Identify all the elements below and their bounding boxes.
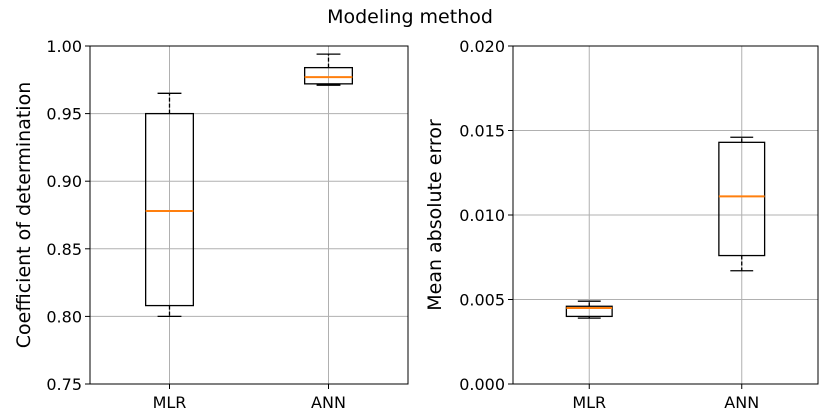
y-tick-label: 0.95	[46, 105, 82, 124]
x-tick-label: MLR	[572, 393, 606, 412]
box-iqr	[303, 66, 353, 85]
y-tick-label: 0.85	[46, 240, 82, 259]
y-axis-label: Mean absolute error	[424, 119, 446, 311]
x-tick-label: ANN	[311, 393, 346, 412]
axes-frame	[89, 45, 409, 385]
y-tick-label: 0.015	[459, 122, 505, 141]
figure-title: Modeling method	[327, 6, 493, 28]
y-tick-label: 0.80	[46, 307, 82, 326]
y-axis-label: Coefficient of determination	[13, 82, 35, 348]
y-tick-label: 0.010	[459, 206, 505, 225]
x-tick-label: MLR	[153, 393, 187, 412]
y-tick-label: 0.75	[46, 375, 82, 394]
box-mlr	[565, 300, 613, 319]
box-iqr	[718, 141, 766, 257]
box-iqr	[565, 305, 613, 318]
box-iqr	[144, 112, 194, 307]
box-ann	[718, 136, 766, 272]
box-mlr	[144, 92, 194, 318]
x-tick-label: ANN	[724, 393, 759, 412]
chart-panel-1: 0.75 0.80 0.85 0.90 0.95 1.00 MLR ANN Coefficien…	[13, 37, 409, 412]
y-tick-label: 1.00	[46, 37, 82, 56]
y-tick-label: 0.000	[459, 375, 505, 394]
chart-panel-2: 0.000 0.005 0.010 0.015 0.020 MLR ANN Mean abso…	[424, 37, 819, 412]
y-tick-label: 0.90	[46, 172, 82, 191]
y-tick-label: 0.020	[459, 37, 505, 56]
y-tick-label: 0.005	[459, 291, 505, 310]
box-ann	[303, 53, 353, 86]
